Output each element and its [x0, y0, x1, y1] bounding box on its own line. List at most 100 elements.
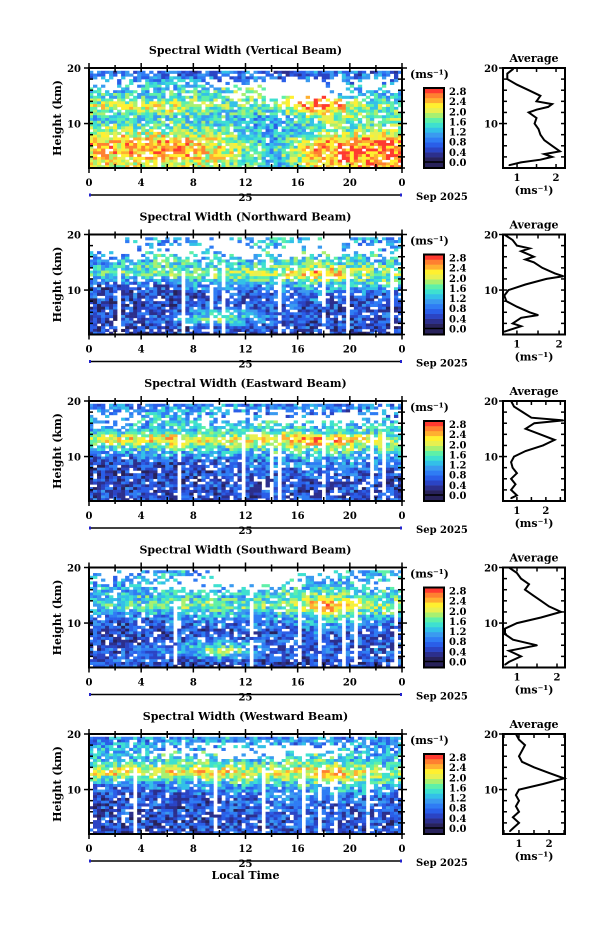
heatmap-cell	[161, 406, 166, 410]
heatmap-cell	[397, 70, 403, 74]
heatmap-cell	[233, 162, 238, 166]
heatmap-cell	[357, 151, 363, 155]
heatmap-cell	[269, 303, 274, 308]
heatmap-cell	[169, 104, 174, 108]
heatmap	[89, 403, 403, 502]
heatmap-cell	[397, 120, 403, 124]
heatmap-cell	[161, 498, 166, 502]
heatmap-cell	[97, 492, 102, 496]
heatmap-cell	[169, 462, 174, 466]
heatmap-cell	[149, 431, 154, 435]
heatmap-cell	[297, 126, 302, 130]
heatmap-cell	[121, 328, 126, 333]
heatmap-cell	[257, 259, 262, 263]
heatmap-cell	[313, 156, 319, 160]
heatmap-cell	[369, 162, 375, 166]
heatmap-cell	[385, 129, 391, 133]
heatmap-cell	[385, 237, 391, 241]
heatmap-cell	[397, 301, 403, 305]
heatmap-cell	[189, 309, 194, 313]
heatmap-cell	[213, 165, 218, 169]
heatmap-cell	[281, 137, 286, 141]
heatmap-cell	[197, 317, 202, 321]
heatmap-cell	[97, 453, 102, 457]
heatmap-cell	[169, 95, 174, 99]
heatmap-cell	[357, 154, 363, 158]
heatmap-cell	[273, 115, 278, 119]
heatmap-cell	[161, 331, 166, 335]
heatmap-cell	[197, 95, 202, 99]
heatmap-cell	[133, 104, 138, 108]
heatmap-cell	[293, 287, 298, 291]
heatmap-cell	[341, 267, 347, 271]
heatmap-cell	[161, 420, 166, 424]
heatmap-cell	[293, 159, 298, 163]
heatmap-cell	[197, 320, 202, 324]
heatmap-cell	[221, 137, 226, 141]
heatmap-cell	[201, 162, 206, 166]
heatmap-cell	[137, 403, 142, 407]
heatmap-cell	[141, 143, 146, 147]
heatmap-cell	[253, 323, 258, 327]
heatmap-cell	[385, 115, 391, 119]
heatmap-cell	[329, 262, 335, 266]
heatmap-cell	[245, 281, 250, 285]
heatmap-cell	[161, 162, 166, 166]
heatmap-cell	[213, 320, 218, 324]
heatmap-cell	[113, 106, 118, 110]
heatmap-cell	[321, 76, 327, 80]
heatmap-cell	[365, 281, 371, 285]
average-profile-point	[551, 103, 553, 105]
heatmap-cell	[89, 98, 94, 102]
heatmap-cell	[173, 84, 178, 88]
heatmap-cell	[145, 487, 150, 491]
heatmap-cell	[293, 326, 298, 330]
colorbar-swatch	[424, 254, 444, 260]
heatmap-cell	[385, 270, 391, 274]
heatmap-cell	[305, 278, 310, 283]
heatmap-cell	[337, 306, 343, 310]
heatmap-cell	[165, 495, 170, 499]
heatmap-cell	[197, 290, 202, 294]
heatmap-cell	[217, 151, 222, 155]
heatmap-cell	[177, 84, 182, 88]
heatmap-cell	[277, 154, 282, 158]
heatmap-cell	[225, 143, 230, 147]
heatmap-cell	[385, 290, 391, 294]
heatmap-cell	[165, 140, 170, 144]
heatmap-cell	[309, 298, 315, 302]
heatmap-cell	[109, 459, 114, 463]
heatmap-cell	[121, 281, 126, 285]
heatmap-cell	[273, 309, 278, 313]
heatmap-cell	[193, 115, 198, 119]
heatmap-cell	[141, 101, 146, 105]
heatmap-cell	[381, 120, 387, 124]
heatmap-cell	[205, 323, 210, 327]
heatmap-cell	[149, 165, 154, 169]
heatmap-cell	[177, 165, 182, 169]
heatmap-cell	[157, 306, 162, 310]
heatmap-cell	[93, 162, 98, 166]
heatmap-cell	[233, 301, 238, 305]
heatmap-cell	[189, 242, 194, 246]
heatmap-cell	[253, 287, 258, 291]
heatmap-cell	[109, 101, 114, 105]
heatmap-cell	[381, 270, 387, 274]
heatmap-cell	[261, 295, 266, 299]
heatmap-cell	[229, 284, 234, 288]
heatmap-cell	[221, 120, 226, 124]
heatmap-cell	[313, 109, 319, 113]
heatmap-cell	[373, 287, 379, 291]
heatmap-cell	[141, 467, 146, 471]
heatmap-cell	[361, 323, 367, 327]
heatmap-cell	[281, 156, 286, 160]
heatmap-cell	[161, 73, 166, 77]
heatmap-cell	[213, 256, 218, 260]
heatmap-cell	[89, 451, 94, 455]
heatmap-cell	[365, 306, 371, 310]
heatmap-cell	[373, 317, 379, 321]
heatmap-cell	[129, 331, 134, 335]
heatmap-cell	[97, 459, 102, 463]
heatmap-cell	[345, 79, 351, 83]
heatmap-cell	[361, 126, 367, 130]
